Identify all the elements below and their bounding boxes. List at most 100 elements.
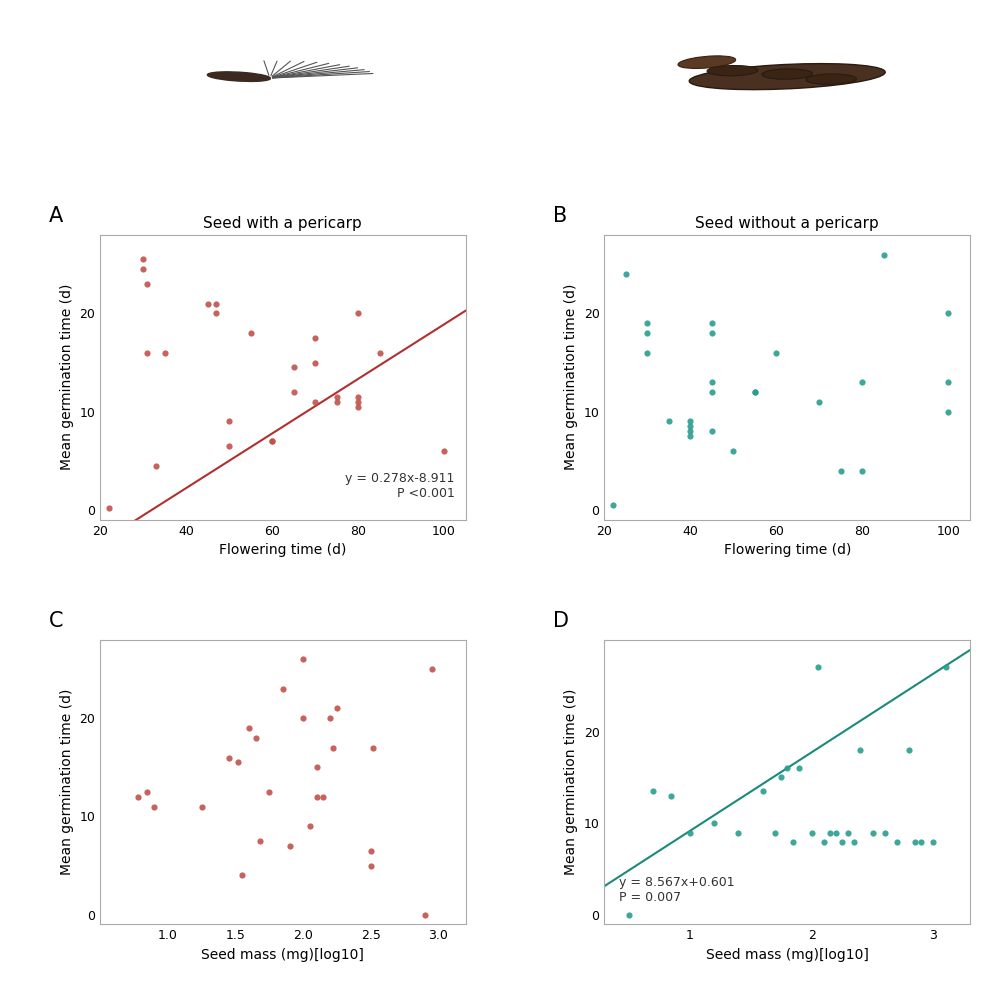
Point — [682, 423, 698, 439]
Point — [706, 815, 722, 831]
Point — [605, 497, 621, 513]
Point — [295, 711, 311, 727]
Point — [139, 276, 155, 292]
Point — [822, 825, 838, 841]
Point — [854, 462, 870, 478]
Point — [436, 443, 452, 459]
Point — [854, 375, 870, 391]
Y-axis label: Mean germination time (d): Mean germination time (d) — [564, 284, 578, 470]
Point — [248, 730, 264, 746]
Point — [704, 315, 720, 331]
Point — [755, 783, 771, 799]
Point — [747, 384, 763, 400]
Point — [130, 789, 146, 805]
Point — [876, 247, 892, 262]
Point — [417, 907, 433, 922]
Point — [139, 784, 155, 800]
Y-axis label: Mean germination time (d): Mean germination time (d) — [60, 284, 74, 470]
Point — [208, 295, 224, 311]
Point — [730, 825, 746, 841]
Point — [363, 858, 379, 874]
Point — [704, 423, 720, 439]
Point — [834, 834, 850, 850]
Point — [645, 783, 661, 799]
Point — [682, 825, 698, 841]
Point — [833, 462, 849, 478]
Point — [252, 833, 268, 849]
Point — [940, 404, 956, 419]
Text: C: C — [49, 611, 63, 631]
Point — [221, 438, 237, 454]
Point — [135, 261, 151, 277]
X-axis label: Seed mass (mg)[log10]: Seed mass (mg)[log10] — [201, 948, 364, 962]
X-axis label: Flowering time (d): Flowering time (d) — [724, 543, 851, 557]
Point — [194, 798, 210, 814]
Point — [101, 500, 117, 516]
Point — [704, 375, 720, 391]
Point — [329, 389, 345, 405]
Point — [913, 834, 929, 850]
Y-axis label: Mean germination time (d): Mean germination time (d) — [564, 689, 578, 876]
Point — [234, 868, 250, 884]
Point — [725, 443, 741, 459]
Point — [938, 659, 954, 675]
Point — [221, 749, 237, 765]
Point — [639, 345, 655, 361]
Point — [682, 414, 698, 429]
Point — [877, 825, 893, 841]
Point — [767, 825, 783, 841]
Point — [925, 834, 941, 850]
Point — [309, 789, 325, 805]
Text: B: B — [553, 207, 568, 227]
Title: Seed without a pericarp: Seed without a pericarp — [695, 216, 879, 231]
Text: y = 0.278x-8.911
P <0.001: y = 0.278x-8.911 P <0.001 — [345, 472, 455, 500]
Point — [329, 701, 345, 717]
Point — [704, 325, 720, 341]
Point — [840, 825, 856, 841]
Point — [243, 325, 259, 341]
Point — [365, 740, 381, 755]
Point — [639, 315, 655, 331]
Point — [661, 414, 677, 429]
Point — [329, 394, 345, 410]
Point — [208, 305, 224, 321]
Point — [901, 742, 917, 757]
Point — [282, 838, 298, 854]
Point — [363, 843, 379, 859]
Point — [350, 399, 366, 414]
X-axis label: Seed mass (mg)[log10]: Seed mass (mg)[log10] — [706, 948, 869, 962]
Point — [704, 384, 720, 400]
Point — [241, 720, 257, 736]
Point — [315, 789, 331, 805]
Point — [264, 433, 280, 449]
Point — [148, 457, 164, 473]
Point — [350, 305, 366, 321]
Point — [372, 345, 388, 361]
Point — [264, 433, 280, 449]
Point — [785, 834, 801, 850]
Point — [261, 784, 277, 800]
Ellipse shape — [678, 56, 736, 69]
Point — [747, 384, 763, 400]
Point — [135, 251, 151, 267]
Ellipse shape — [806, 74, 856, 84]
Point — [810, 659, 826, 675]
Point — [618, 266, 634, 282]
Point — [307, 330, 323, 346]
Point — [940, 375, 956, 391]
Point — [350, 394, 366, 410]
Point — [295, 651, 311, 667]
Point — [325, 740, 341, 755]
Ellipse shape — [689, 64, 885, 89]
Point — [302, 818, 318, 834]
Ellipse shape — [762, 69, 813, 80]
Text: A: A — [49, 207, 63, 227]
Ellipse shape — [707, 66, 758, 76]
Point — [139, 345, 155, 361]
Point — [307, 355, 323, 371]
Title: Seed with a pericarp: Seed with a pericarp — [203, 216, 362, 231]
Point — [682, 418, 698, 434]
Point — [804, 825, 820, 841]
Point — [286, 360, 302, 376]
Point — [828, 825, 844, 841]
